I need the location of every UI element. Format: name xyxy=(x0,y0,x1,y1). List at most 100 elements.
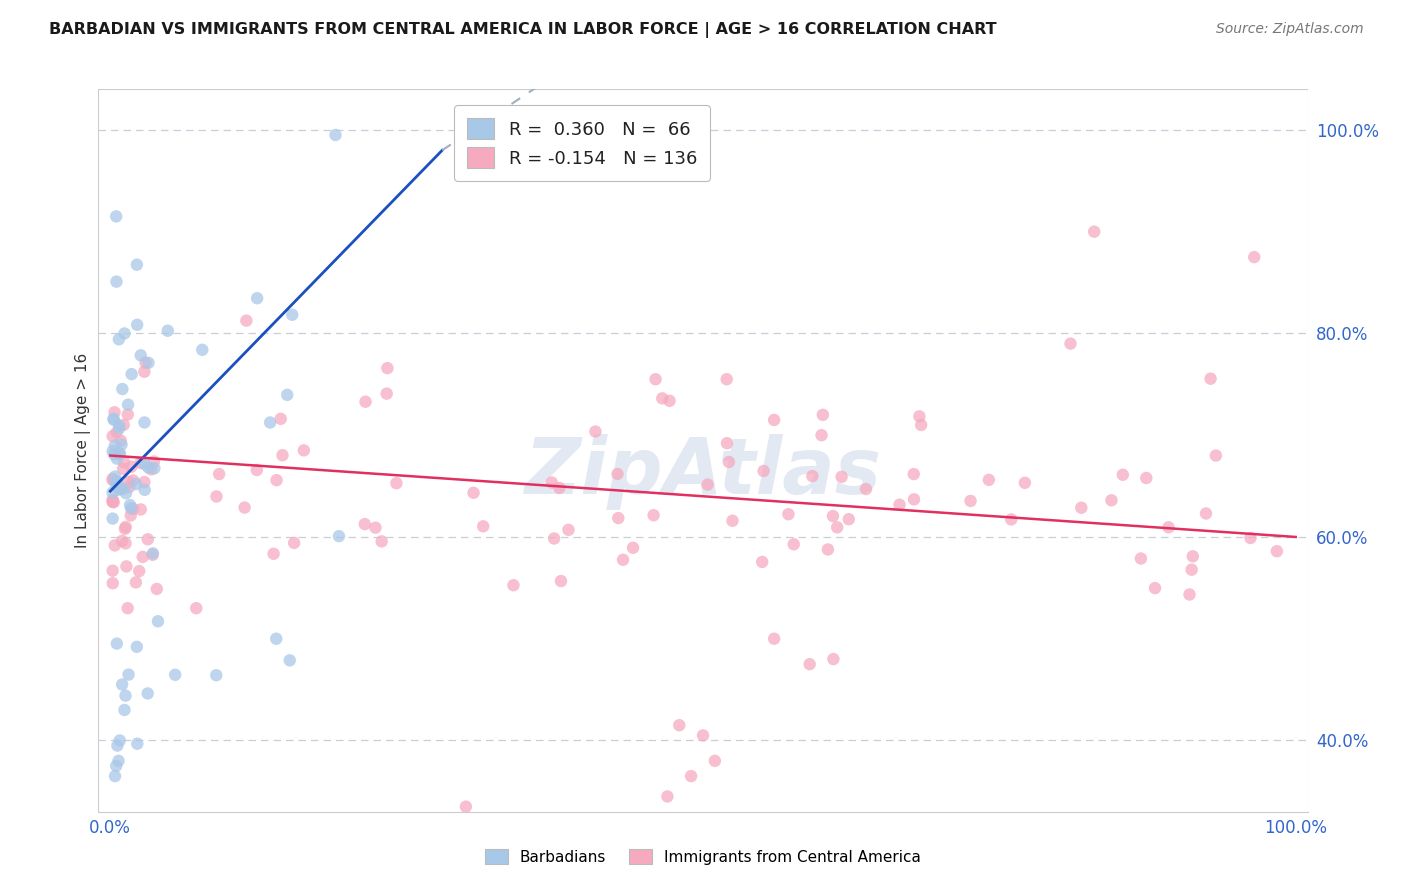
Point xyxy=(1000,512,1022,526)
Point xyxy=(246,463,269,477)
Point xyxy=(136,533,159,547)
Point xyxy=(1157,520,1180,534)
Point xyxy=(550,574,572,588)
Point xyxy=(117,398,139,412)
Point xyxy=(101,495,124,509)
Point xyxy=(281,308,304,322)
Point xyxy=(103,413,125,427)
Point xyxy=(1014,475,1036,490)
Point xyxy=(118,475,141,489)
Point xyxy=(763,413,786,427)
Point xyxy=(283,536,305,550)
Point xyxy=(364,521,387,535)
Point xyxy=(101,473,124,487)
Point xyxy=(328,529,350,543)
Point xyxy=(120,501,142,516)
Point xyxy=(657,789,679,804)
Point xyxy=(111,677,134,691)
Point xyxy=(103,405,125,419)
Point xyxy=(117,408,139,422)
Point xyxy=(125,640,148,654)
Point xyxy=(101,492,124,507)
Point xyxy=(186,601,208,615)
Point xyxy=(125,575,148,590)
Point xyxy=(134,416,156,430)
Point xyxy=(977,473,1000,487)
Legend: R =  0.360   N =  66, R = -0.154   N = 136: R = 0.360 N = 66, R = -0.154 N = 136 xyxy=(454,105,710,180)
Point xyxy=(681,769,703,783)
Point xyxy=(1135,471,1157,485)
Point xyxy=(823,652,845,666)
Point xyxy=(101,576,124,591)
Point xyxy=(607,511,630,525)
Point xyxy=(472,519,495,533)
Point xyxy=(104,769,127,783)
Point xyxy=(548,481,571,495)
Point xyxy=(101,444,124,458)
Point xyxy=(325,128,347,142)
Point xyxy=(142,548,165,562)
Point xyxy=(108,733,131,747)
Text: Source: ZipAtlas.com: Source: ZipAtlas.com xyxy=(1216,22,1364,37)
Point xyxy=(105,475,128,489)
Point xyxy=(165,667,187,681)
Point xyxy=(651,392,673,406)
Point xyxy=(778,507,800,521)
Point xyxy=(696,477,718,491)
Point xyxy=(205,668,228,682)
Point xyxy=(235,313,257,327)
Point xyxy=(111,533,134,548)
Point xyxy=(263,547,285,561)
Point xyxy=(134,365,156,379)
Point xyxy=(101,485,124,500)
Point xyxy=(783,537,806,551)
Point xyxy=(540,475,562,490)
Point xyxy=(105,475,128,489)
Point xyxy=(903,492,925,507)
Point xyxy=(908,409,931,424)
Point xyxy=(134,457,156,471)
Point xyxy=(134,483,156,497)
Point xyxy=(129,348,152,362)
Point xyxy=(105,451,128,466)
Point xyxy=(266,473,288,487)
Point xyxy=(264,632,287,646)
Point xyxy=(502,578,524,592)
Point xyxy=(114,520,136,534)
Point xyxy=(118,480,141,494)
Point xyxy=(108,421,131,435)
Point xyxy=(127,318,149,332)
Point xyxy=(825,520,848,534)
Point xyxy=(1178,587,1201,601)
Point xyxy=(114,536,136,550)
Point xyxy=(606,467,628,481)
Point xyxy=(105,637,128,651)
Point xyxy=(1181,563,1204,577)
Point xyxy=(118,498,141,512)
Point xyxy=(716,436,738,450)
Point xyxy=(105,739,128,753)
Point xyxy=(831,470,853,484)
Point xyxy=(104,439,127,453)
Point xyxy=(112,482,135,496)
Point xyxy=(143,461,166,475)
Point xyxy=(101,429,124,443)
Point xyxy=(454,799,477,814)
Point xyxy=(103,447,125,461)
Point xyxy=(115,486,138,500)
Point xyxy=(117,667,139,681)
Point xyxy=(108,447,131,461)
Point xyxy=(103,411,125,425)
Point xyxy=(817,542,839,557)
Point xyxy=(1059,336,1081,351)
Point xyxy=(104,447,127,461)
Point xyxy=(1195,507,1218,521)
Point xyxy=(1243,250,1265,264)
Point xyxy=(292,443,315,458)
Point xyxy=(110,437,132,451)
Point xyxy=(125,477,148,491)
Point xyxy=(271,448,294,462)
Point xyxy=(112,417,135,432)
Point xyxy=(114,522,136,536)
Point xyxy=(810,428,832,442)
